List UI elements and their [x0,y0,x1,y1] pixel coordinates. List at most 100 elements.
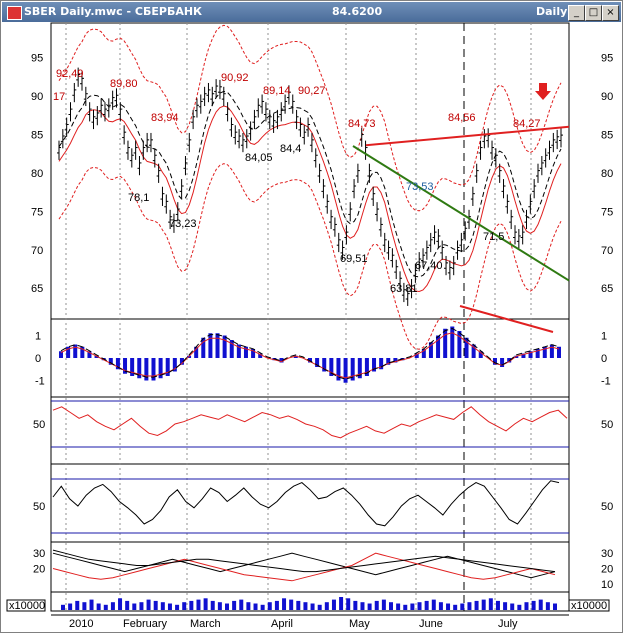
macd-hist-bar [144,358,149,381]
price-y-tick-left: 75 [31,206,43,218]
price-y-tick-left: 90 [31,91,43,103]
macd-hist-bar [179,358,184,365]
macd-hist-bar [457,331,462,358]
volume-bar [524,602,529,610]
volume-bar [68,603,73,610]
rsi-line [52,406,568,439]
volume-bar [96,603,101,610]
volume-bar [517,604,522,610]
macd-hist-bar [87,351,92,358]
volume-bar [545,602,550,610]
x-tick-label: 2010 [69,618,93,630]
price-annotation: 73,53 [406,181,434,193]
volume-bar [260,604,265,610]
dmi-y-tick-left: 30 [33,548,45,560]
macd-hist-bar [123,358,128,374]
macd-hist-bar [386,358,391,365]
x-tick-label: June [419,618,443,630]
volume-bar [339,597,344,610]
macd-hist-bar [172,358,177,372]
macd-hist-bar [208,333,213,358]
price-y-tick-left: 70 [31,245,43,257]
volume-bar [210,600,215,610]
volume-bar [217,602,222,610]
macd-hist-bar [308,358,312,363]
volume-bar [110,602,115,610]
macd-hist-bar [557,346,561,358]
volume-bar [510,603,515,610]
macd-line [60,327,560,380]
price-annotation: 84,73 [348,118,376,130]
macd-hist-bar [521,353,526,358]
price-y-tick-left: 65 [31,283,43,295]
macd-hist-bar [535,349,540,358]
volume-bar [246,602,251,610]
macd-hist-bar [215,333,220,358]
volume-bar [239,599,244,610]
down-arrow-icon [535,83,551,100]
price-annotation: 73,23 [169,218,197,230]
volume-bar [267,602,272,610]
volume-bar [203,598,208,610]
macd-y-tick-right: 1 [601,331,607,343]
volume-bar [346,598,351,610]
macd-hist-bar [357,358,362,379]
volume-bar [182,602,187,610]
volume-scale-label-left: x10000 [9,600,45,612]
volume-bar [146,599,151,610]
macd-hist-bar [165,358,170,376]
macd-hist-bar [514,355,519,358]
volume-bar [488,598,493,610]
macd-hist-bar [158,358,163,379]
volume-bar [324,602,329,610]
volume-bar [331,599,336,610]
macd-hist-bar [478,351,483,358]
dmi-y-tick-right: 20 [601,564,613,576]
volume-bar [167,603,172,610]
stoch-y-tick-left: 50 [33,501,45,513]
macd-hist-bar [229,340,234,358]
volume-bar [453,604,458,610]
volume-bar [403,604,408,610]
maximize-button[interactable]: □ [585,5,602,21]
volume-bar [553,603,557,610]
x-tick-label: February [123,618,168,630]
title-bar[interactable]: SBER Daily.mwc - СБЕРБАНК 84.6200 Daily … [2,2,621,22]
macd-hist-bar [130,358,135,376]
moving-average [58,105,562,293]
macd-hist-bar [222,335,227,358]
volume-bar [160,602,165,610]
volume-bar [367,603,372,610]
close-button[interactable]: × [602,5,619,21]
price-y-tick-right: 70 [601,245,613,257]
macd-hist-bar [137,358,142,379]
macd-hist-bar [492,358,497,365]
dmi-y-tick-right: 30 [601,548,613,560]
x-tick-label: April [271,618,293,630]
price-annotation: 84,27 [513,118,541,130]
price-annotation: 69,51 [340,253,368,265]
app-icon [7,6,22,20]
macd-hist-bar [450,326,455,358]
volume-bar [417,602,422,610]
volume-bar [196,599,201,610]
price-annotation: 84,4 [280,143,301,155]
price-annotation: 17 [53,91,65,103]
last-price: 84.6200 [332,5,383,18]
macd-y-tick-right: -1 [601,376,611,388]
macd-hist-bar [279,358,284,363]
macd-hist-bar [94,355,99,358]
macd-hist-bar [528,351,533,358]
macd-y-tick-left: -1 [35,376,45,388]
macd-divergence-line [459,305,554,333]
adx-line [52,549,556,573]
window-title: SBER Daily.mwc - СБЕРБАНК [24,5,203,18]
macd-hist-bar [428,342,433,358]
macd-hist-bar [336,358,341,381]
price-y-tick-right: 85 [601,129,613,141]
minimize-button[interactable]: _ [568,5,585,21]
macd-hist-bar [59,351,63,358]
rsi-y-tick-left: 50 [33,419,45,431]
price-y-tick-right: 90 [601,91,613,103]
